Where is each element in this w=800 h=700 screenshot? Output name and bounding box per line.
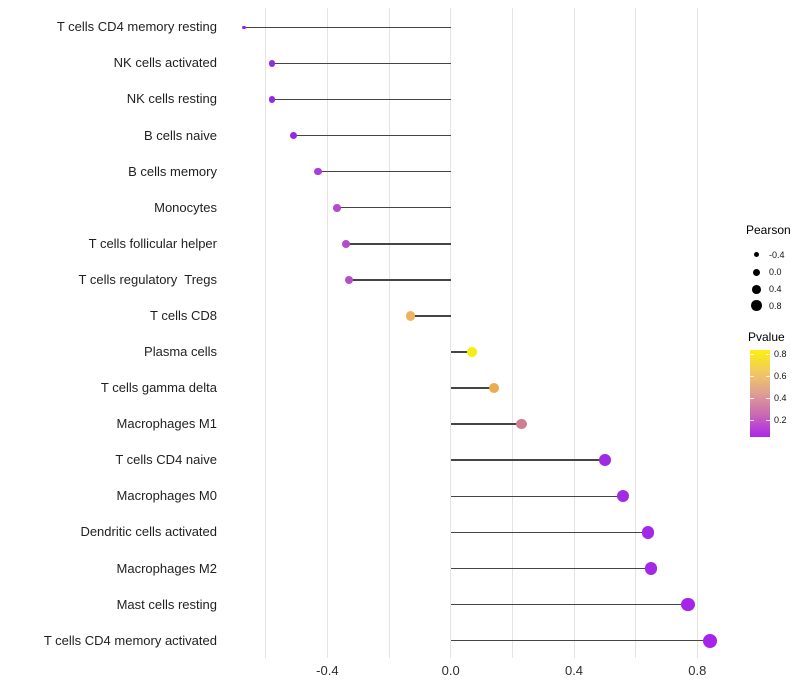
colorbar-tick-label: 0.6 [774,371,787,382]
lollipop-stem [450,639,710,642]
legend-size-label: -0.4 [769,249,785,260]
data-point [314,167,322,176]
lollipop-stem [410,315,451,317]
data-point [332,203,341,212]
y-axis-label: Macrophages M1 [116,416,217,432]
x-tick-label: 0.0 [441,663,460,678]
lollipop-stem [450,531,648,534]
data-point [289,132,297,140]
y-axis-label: NK cells resting [126,91,217,107]
y-axis-label: T cells follicular helper [88,235,217,251]
y-axis-label: T cells CD4 memory resting [56,19,217,35]
data-point [681,597,695,612]
legend-size-dot [752,284,761,294]
lollipop-stem [450,567,652,570]
colorbar-tick [750,398,754,400]
lollipop-stem [271,62,451,65]
legend-size-dot [751,300,762,311]
lollipop-stem [244,26,451,29]
data-point [344,275,353,284]
gridline [388,8,390,658]
gridline [450,8,452,658]
lollipop-stem [293,134,451,137]
y-axis-label: B cells naive [144,127,217,143]
lollipop-stem [450,459,605,462]
data-point [406,311,416,321]
y-axis-label: T cells CD8 [150,307,217,323]
gridline [265,8,267,658]
data-point [641,526,655,539]
legend-size-dot [753,268,760,276]
lollipop-stem [450,423,522,425]
gridline [573,8,575,658]
colorbar-tick [766,354,770,356]
lollipop-stem [450,387,494,389]
lollipop-stem [345,242,451,245]
y-axis-label: Macrophages M0 [116,488,217,504]
gridline [326,8,328,658]
y-axis-label: NK cells activated [113,55,217,71]
colorbar-tick [750,376,754,378]
x-tick-label: 0.8 [688,663,707,678]
y-axis-label: Dendritic cells activated [80,524,217,540]
lollipop-stem [318,170,451,173]
gridline [511,8,513,658]
legend-size-label: 0.0 [769,267,782,278]
colorbar-tick-label: 0.2 [774,415,787,426]
data-point [488,383,499,394]
gridline [696,8,698,658]
colorbar-tick [766,398,770,400]
data-point [644,562,658,575]
lollipop-stem [450,495,624,498]
pvalue-legend-title: Pvalue [748,330,785,344]
data-point [242,25,246,30]
x-tick-label: 0.4 [564,663,584,678]
data-point [702,633,717,648]
data-point [341,239,350,248]
colorbar-tick [750,354,754,356]
y-axis-label: Mast cells resting [116,596,217,612]
colorbar-tick-label: 0.8 [774,349,787,360]
pvalue-colorbar [750,350,770,437]
data-point [598,454,611,467]
colorbar-tick [766,376,770,378]
lollipop-stem [450,351,473,353]
colorbar-tick [750,420,754,422]
data-point [516,418,527,430]
lollipop-stem [450,603,689,606]
data-point [467,347,478,357]
gridline [635,8,637,658]
x-tick-label: -0.4 [316,663,339,678]
y-axis-label: T cells gamma delta [100,380,217,396]
data-point [268,96,276,103]
data-point [268,60,276,67]
legend-size-label: 0.8 [769,300,782,311]
y-axis-label: Monocytes [154,199,217,215]
lollipop-stem [336,206,451,209]
legend-size-label: 0.4 [769,284,782,295]
colorbar-tick [766,420,770,422]
lollipop-stem [348,279,451,281]
lollipop-stem [271,98,451,101]
y-axis-label: Macrophages M2 [116,560,217,576]
data-point [617,490,630,503]
y-axis-label: T cells CD4 naive [115,452,217,468]
y-axis-label: T cells CD4 memory activated [43,632,217,648]
legend-size-dot [753,252,760,258]
y-axis-label: Plasma cells [144,344,217,360]
colorbar-tick-label: 0.4 [774,393,787,404]
pearson-legend-title: Pearson [746,223,791,237]
y-axis-label: T cells regulatory Tregs [78,271,217,287]
y-axis-label: B cells memory [128,163,217,179]
